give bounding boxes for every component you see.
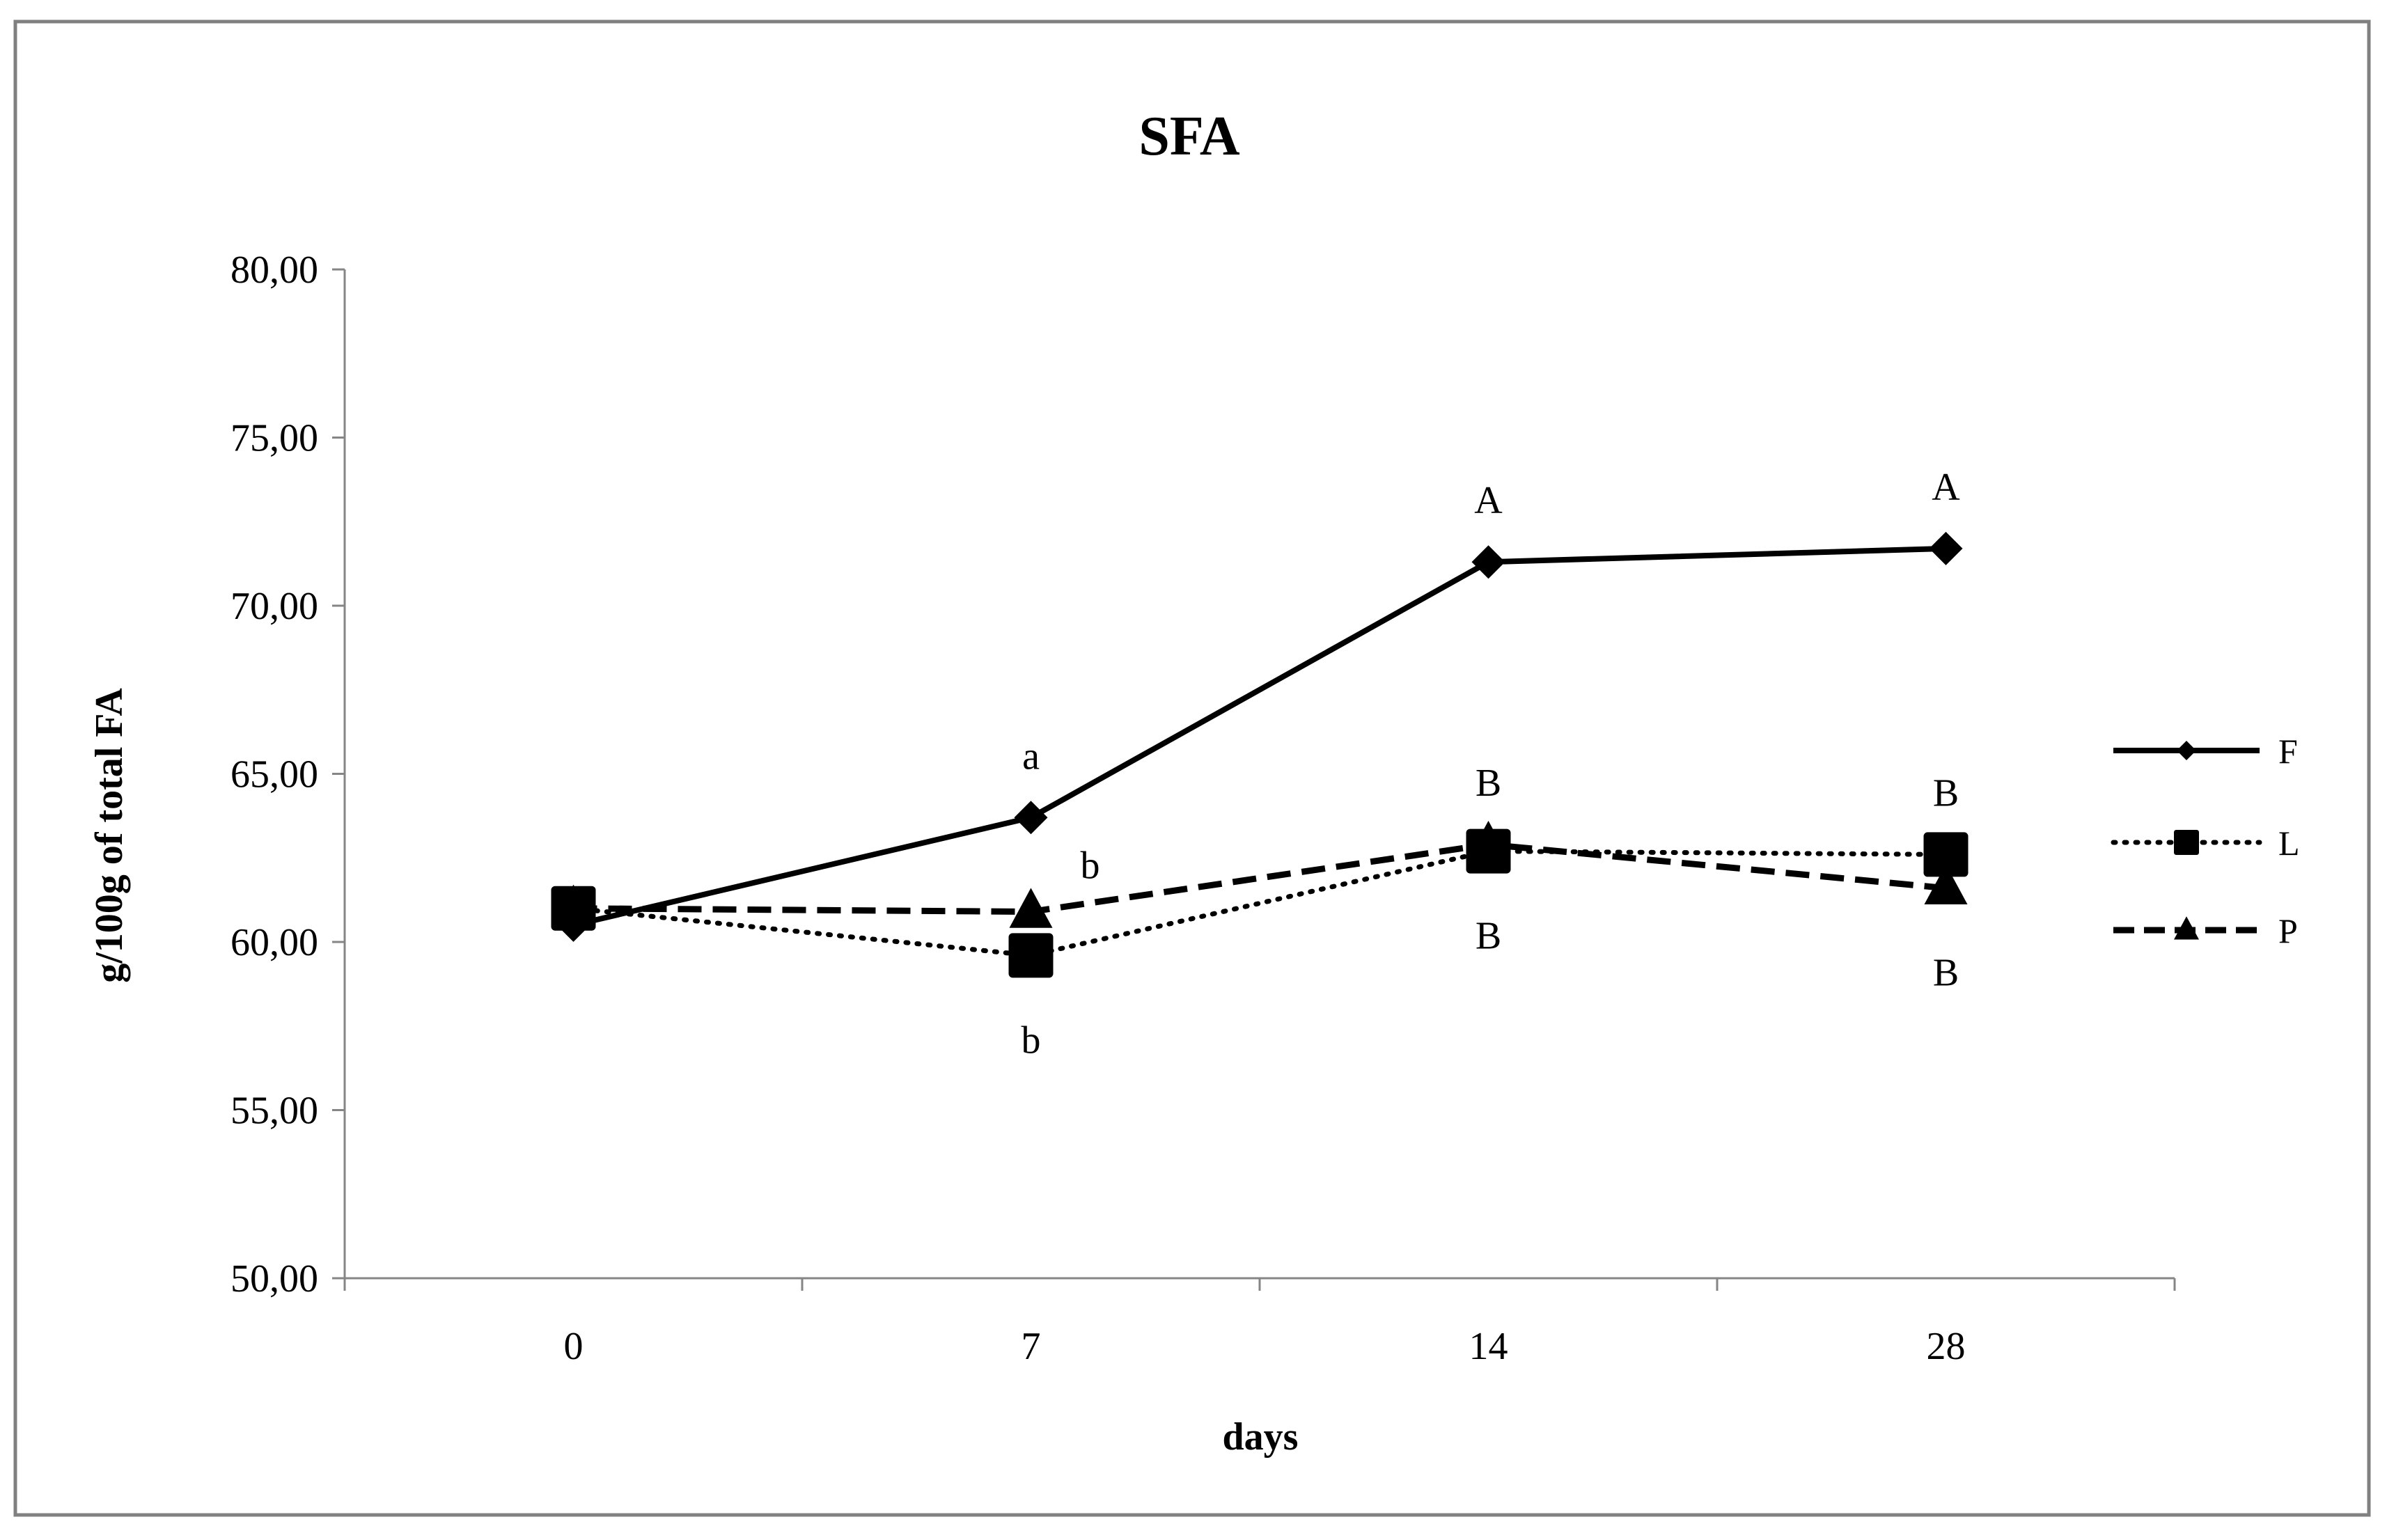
y-tick-label: 65,00 <box>230 753 318 796</box>
series-F <box>556 531 1963 942</box>
x-axis-title: days <box>1223 1415 1299 1459</box>
significance-label: B <box>1476 762 1501 805</box>
x-tick-label: 28 <box>1927 1325 1966 1368</box>
significance-label: a <box>1022 734 1040 778</box>
data-point-L <box>1466 828 1511 874</box>
legend-item-P: P <box>2113 911 2298 950</box>
series-layer <box>551 531 1969 978</box>
data-point-P <box>1924 864 1968 904</box>
data-point-F <box>1929 531 1963 565</box>
significance-label: A <box>1932 466 1960 509</box>
significance-label: B <box>1933 952 1959 995</box>
annotation-layer: a b b A B B A B B <box>1022 466 1961 1062</box>
y-tick-label: 75,00 <box>230 417 318 460</box>
x-tick-label: 0 <box>564 1325 584 1368</box>
legend-label-L: L <box>2278 824 2300 863</box>
data-point-L <box>1008 933 1054 978</box>
series-line-F <box>572 545 1946 928</box>
x-tick-label: 7 <box>1022 1325 1041 1368</box>
data-point-F <box>556 908 590 942</box>
y-tick-label: 55,00 <box>230 1090 318 1133</box>
legend: F L P <box>2111 732 2300 950</box>
chart-title: SFA <box>1138 106 1239 167</box>
y-tick-label: 60,00 <box>230 921 318 964</box>
data-point-P <box>1009 888 1053 928</box>
chart-frame <box>13 19 2371 1517</box>
legend-label-P: P <box>2278 911 2298 950</box>
legend-marker-F <box>2177 741 2196 760</box>
legend-item-F: F <box>2113 732 2298 771</box>
significance-label: B <box>1476 915 1501 958</box>
legend-label-F: F <box>2278 732 2298 771</box>
y-axis-title: g/100g of total FA <box>88 688 131 983</box>
data-point-L <box>551 886 596 931</box>
data-point-F <box>1014 801 1048 835</box>
y-tick-label: 50,00 <box>230 1257 318 1301</box>
significance-label: A <box>1474 479 1503 522</box>
significance-label: b <box>1081 844 1100 888</box>
series-line-P <box>573 841 1946 916</box>
significance-label: b <box>1022 1019 1041 1062</box>
data-point-L <box>1923 832 1969 877</box>
significance-label: B <box>1933 771 1959 815</box>
series-line-L <box>571 849 1948 958</box>
y-tick-label: 70,00 <box>230 585 318 628</box>
legend-marker-P <box>2174 916 2199 940</box>
y-tick-label: 80,00 <box>230 249 318 292</box>
legend-marker-L <box>2174 830 2199 855</box>
x-tick-label: 14 <box>1469 1325 1508 1368</box>
axes: 50,00 55,00 60,00 65,00 70,00 75,00 80,00 0 7 14 2… <box>230 249 2176 1368</box>
series-L <box>551 828 1969 978</box>
legend-item-L: L <box>2111 824 2300 863</box>
data-point-F <box>1471 545 1505 579</box>
